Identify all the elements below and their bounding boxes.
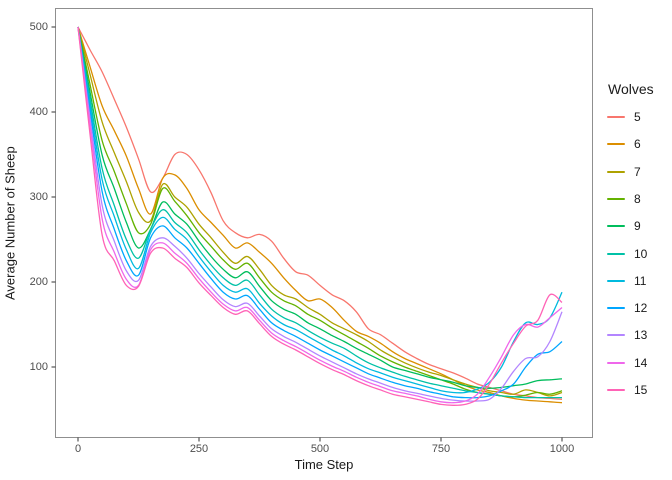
series-line-wolves-5	[77, 26, 563, 400]
series-lines	[77, 26, 563, 406]
legend-swatch	[607, 170, 625, 173]
plot-panel	[56, 9, 592, 437]
panel-border	[55, 8, 593, 438]
x-tick-label: 1000	[549, 443, 575, 455]
legend-swatch	[607, 389, 625, 391]
legend-entry-wolves-15: 15	[602, 382, 672, 398]
legend-label: 11	[634, 273, 647, 288]
series-line-wolves-13	[77, 26, 563, 402]
legend-entry-wolves-10: 10	[602, 246, 672, 262]
series-line-wolves-11	[77, 26, 563, 394]
y-tick-label: 200	[29, 276, 48, 288]
legend-entry-wolves-6: 6	[602, 136, 672, 152]
legend-swatch	[607, 307, 625, 310]
legend-label: 8	[634, 191, 641, 206]
series-line-wolves-15	[77, 26, 563, 406]
tick-marks	[51, 26, 563, 442]
y-tick-label: 300	[29, 191, 48, 203]
legend-entry-wolves-14: 14	[602, 355, 672, 371]
legend-entry-wolves-11: 11	[602, 273, 672, 289]
legend-entry-wolves-7: 7	[602, 164, 672, 180]
legend-swatch	[607, 334, 625, 337]
legend-swatch	[607, 361, 625, 364]
legend-label: 10	[634, 246, 648, 261]
legend-swatch	[607, 252, 625, 255]
x-tick-label: 0	[74, 443, 82, 455]
legend-label: 15	[634, 383, 648, 397]
x-tick-label: 500	[310, 443, 330, 455]
legend-entry-wolves-9: 9	[602, 218, 672, 234]
legend-swatch	[607, 279, 625, 282]
x-tick-label: 750	[431, 443, 451, 455]
x-tick-label: 250	[189, 443, 209, 455]
legend-label: 9	[634, 219, 641, 234]
series-line-wolves-7	[77, 26, 563, 397]
y-tick-label: 400	[29, 106, 48, 118]
x-axis-title: Time Step	[294, 457, 354, 472]
legend-label: 7	[634, 164, 641, 179]
y-axis-title: Average Number of Sheep	[2, 146, 18, 300]
legend-entry-wolves-12: 12	[602, 300, 672, 316]
y-tick-label: 500	[29, 21, 48, 33]
legend-label: 5	[634, 110, 641, 124]
legend-label: 14	[634, 355, 648, 370]
legend-swatch	[607, 116, 625, 118]
legend-label: 12	[634, 301, 648, 316]
legend-swatch	[607, 225, 625, 228]
legend-swatch	[607, 143, 625, 146]
legend-swatch	[607, 197, 625, 200]
legend-label: 6	[634, 137, 641, 152]
legend: Wolves 5 6 7 8 9 10 11 12 13 14 15	[602, 0, 672, 480]
legend-entry-wolves-13: 13	[602, 327, 672, 343]
series-line-wolves-14	[77, 26, 563, 404]
y-tick-label: 100	[29, 361, 48, 373]
legend-title: Wolves	[608, 81, 654, 97]
series-line-wolves-10	[77, 26, 562, 399]
legend-label: 13	[634, 328, 648, 343]
legend-entry-wolves-5: 5	[602, 109, 672, 125]
legend-entry-wolves-8: 8	[602, 191, 672, 207]
